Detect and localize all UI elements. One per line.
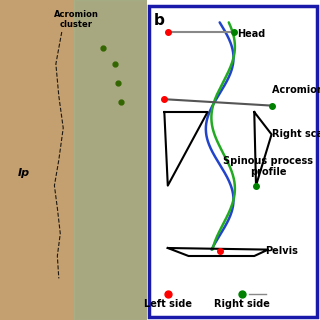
Text: b: b	[154, 13, 165, 28]
Text: Pelvis: Pelvis	[265, 246, 298, 256]
Text: Right scapula: Right scapula	[272, 129, 320, 140]
Text: Left side: Left side	[144, 299, 192, 309]
Bar	[0, 0, 74, 320]
Text: Head: Head	[237, 28, 265, 39]
Text: Acromion
cluster: Acromion cluster	[54, 10, 99, 29]
Text: Ip: Ip	[18, 168, 30, 178]
Bar	[74, 0, 147, 320]
Text: Spinous process
profile: Spinous process profile	[223, 156, 313, 177]
Text: Acromion line: Acromion line	[272, 84, 320, 95]
Text: Right side: Right side	[214, 299, 270, 309]
